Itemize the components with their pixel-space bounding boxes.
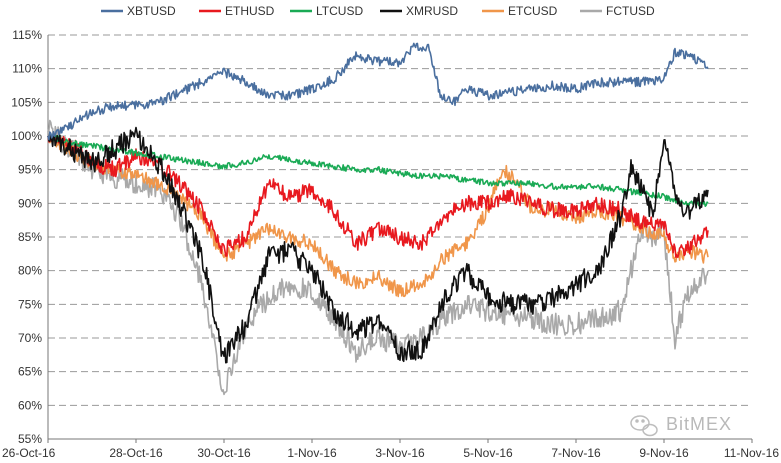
y-tick-label: 110%	[12, 62, 42, 76]
legend-label: ETHUSD	[225, 4, 275, 18]
y-tick-label: 70%	[18, 331, 42, 345]
y-tick-label: 65%	[18, 365, 42, 379]
series-line-xmrusd	[47, 126, 709, 364]
legend-label: FCTUSD	[606, 4, 655, 18]
series-lines	[47, 42, 709, 396]
legend: XBTUSD ETHUSD LTCUSD XMRUSD ETCUSD FCTUSD	[101, 4, 655, 18]
x-tick-label: 3-Nov-16	[375, 446, 425, 460]
y-tick-label: 90%	[18, 196, 42, 210]
legend-item-xmrusd: XMRUSD	[380, 4, 458, 18]
watermark-text: BitMEX	[666, 414, 732, 434]
y-tick-label: 55%	[18, 432, 42, 446]
gridlines	[48, 34, 752, 406]
y-axis-tick-labels: 55% 60% 65% 70% 75% 80% 85% 90% 95% 100% 105% 110% 1…	[11, 28, 42, 446]
legend-item-fctusd: FCTUSD	[580, 4, 655, 18]
y-tick-label: 60%	[18, 398, 42, 412]
legend-label: ETCUSD	[508, 4, 558, 18]
x-tick-label: 28-Oct-16	[109, 446, 163, 460]
x-tick-label: 1-Nov-16	[287, 446, 337, 460]
x-tick-label: 5-Nov-16	[463, 446, 513, 460]
legend-label: LTCUSD	[316, 4, 363, 18]
y-tick-label: 85%	[18, 230, 42, 244]
y-tick-label: 80%	[18, 264, 42, 278]
legend-item-ltcusd: LTCUSD	[290, 4, 363, 18]
series-line-xbtusd	[47, 42, 709, 141]
series-line-fctusd	[47, 119, 709, 396]
wechat-logo-icon	[630, 415, 658, 437]
y-tick-label: 95%	[18, 163, 42, 177]
legend-label: XBTUSD	[127, 4, 176, 18]
y-tick-label: 115%	[12, 28, 42, 42]
axes	[47, 35, 753, 443]
y-tick-label: 105%	[11, 95, 42, 109]
legend-label: XMRUSD	[406, 4, 458, 18]
y-tick-label: 100%	[11, 129, 42, 143]
legend-item-etcusd: ETCUSD	[482, 4, 558, 18]
x-axis-tick-labels: 26-Oct-16 28-Oct-16 30-Oct-16 1-Nov-16 3-Nov…	[2, 446, 779, 460]
legend-item-ethusd: ETHUSD	[199, 4, 275, 18]
x-tick-label: 26-Oct-16	[2, 446, 56, 460]
series-line-etcusd	[47, 133, 709, 298]
legend-item-xbtusd: XBTUSD	[101, 4, 176, 18]
x-tick-label: 9-Nov-16	[639, 446, 689, 460]
series-line-ltcusd	[47, 133, 709, 207]
watermark: BitMEX	[630, 414, 732, 437]
x-tick-label: 30-Oct-16	[197, 446, 251, 460]
x-tick-label: 11-Nov-16	[724, 446, 779, 460]
x-tick-label: 7-Nov-16	[551, 446, 601, 460]
y-tick-label: 75%	[18, 297, 42, 311]
